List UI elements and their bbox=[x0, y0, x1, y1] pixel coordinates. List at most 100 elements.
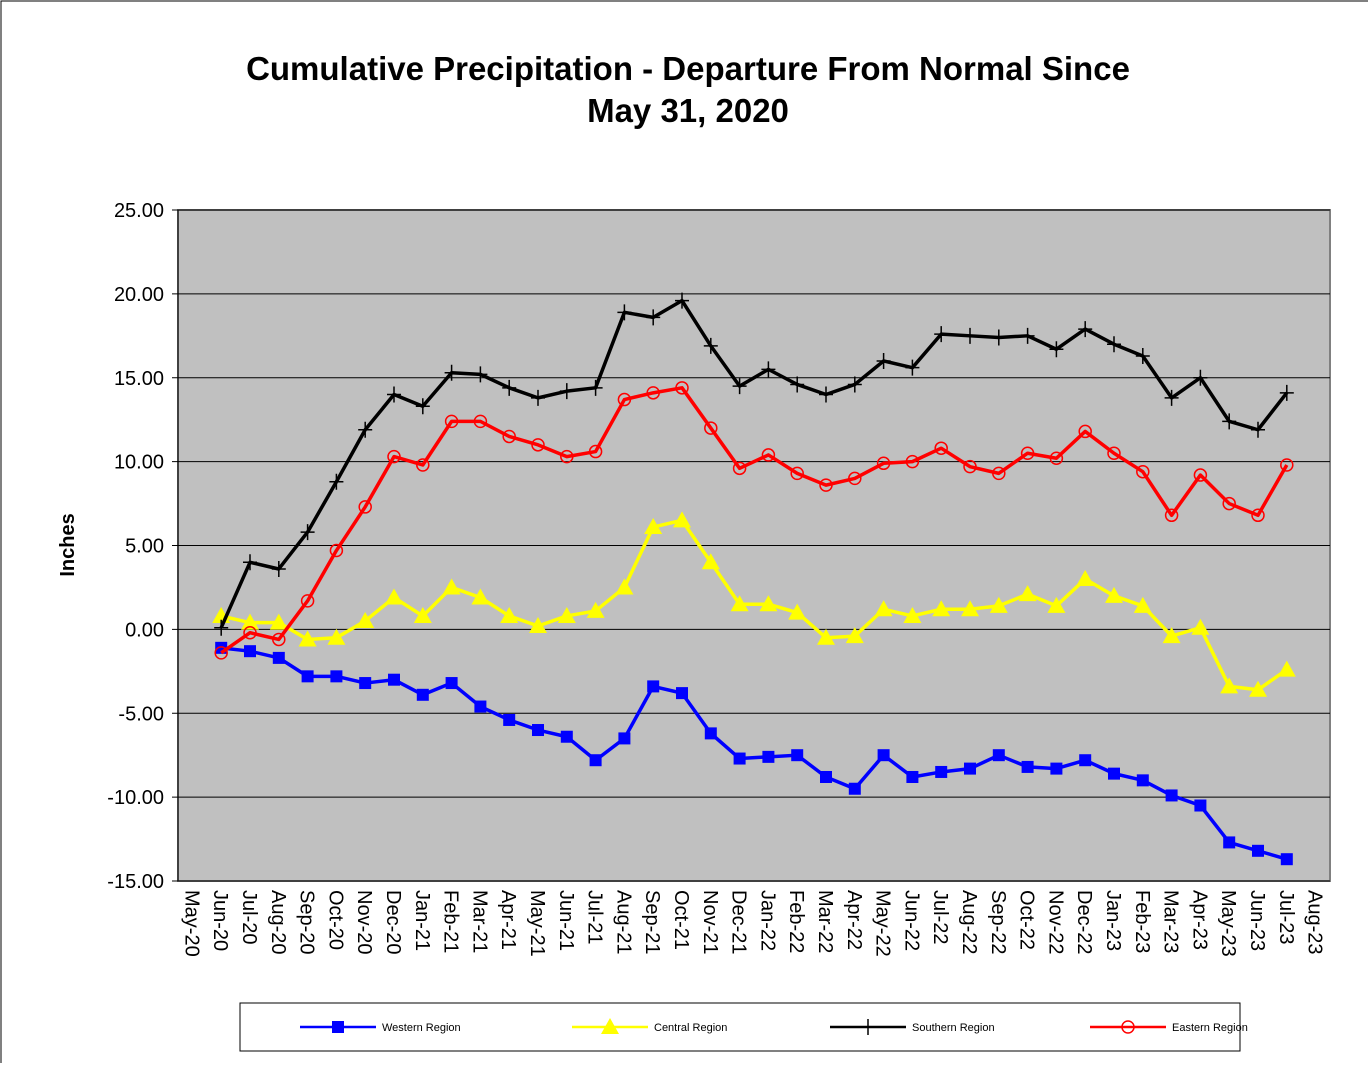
marker bbox=[243, 554, 257, 571]
x-tick-label: Aug-20 bbox=[267, 890, 289, 955]
x-tick-label: Nov-21 bbox=[699, 890, 721, 954]
x-tick-label: Dec-22 bbox=[1073, 890, 1095, 954]
marker bbox=[1107, 336, 1121, 353]
marker bbox=[416, 458, 430, 472]
marker bbox=[761, 448, 776, 462]
marker bbox=[445, 677, 458, 690]
marker bbox=[1020, 327, 1035, 344]
marker bbox=[1162, 627, 1181, 644]
marker bbox=[790, 376, 805, 393]
marker bbox=[271, 560, 286, 577]
y-tick-label: 15.00 bbox=[114, 368, 164, 390]
x-tick-label: May-21 bbox=[526, 890, 548, 957]
marker bbox=[732, 378, 747, 395]
series-line bbox=[219, 298, 1289, 629]
marker bbox=[1108, 767, 1120, 780]
marker bbox=[646, 309, 661, 326]
marker bbox=[932, 600, 951, 617]
marker bbox=[1220, 677, 1239, 694]
marker bbox=[644, 518, 663, 535]
marker bbox=[1078, 321, 1093, 338]
marker bbox=[791, 749, 804, 762]
x-tick-label: Oct-20 bbox=[324, 890, 346, 950]
marker bbox=[301, 670, 314, 683]
marker bbox=[934, 441, 948, 455]
marker bbox=[989, 596, 1008, 613]
marker bbox=[589, 754, 602, 767]
marker bbox=[557, 606, 576, 623]
marker bbox=[300, 524, 315, 541]
marker bbox=[588, 444, 603, 459]
marker bbox=[876, 456, 891, 471]
marker bbox=[817, 628, 835, 645]
legend-marker bbox=[601, 1018, 619, 1034]
marker bbox=[646, 386, 660, 400]
marker bbox=[1135, 347, 1150, 364]
x-tick-label: Jul-21 bbox=[584, 890, 606, 944]
marker bbox=[1107, 446, 1121, 460]
series bbox=[215, 641, 1293, 866]
marker bbox=[1164, 389, 1179, 406]
marker bbox=[559, 383, 574, 400]
marker bbox=[1193, 468, 1208, 482]
marker bbox=[1252, 844, 1264, 857]
marker bbox=[560, 449, 574, 464]
marker bbox=[617, 392, 632, 407]
series bbox=[212, 511, 1296, 697]
marker bbox=[502, 379, 517, 396]
marker bbox=[529, 617, 547, 634]
marker bbox=[761, 361, 776, 378]
y-tick-label: 25.00 bbox=[114, 200, 164, 222]
marker bbox=[330, 670, 343, 683]
marker bbox=[759, 595, 778, 612]
marker bbox=[413, 606, 432, 623]
x-tick-label: Jun-21 bbox=[555, 890, 577, 951]
x-tick-label: May-23 bbox=[1217, 890, 1239, 957]
y-tick-label: -10.00 bbox=[107, 787, 164, 809]
x-tick-label: Apr-22 bbox=[843, 890, 865, 950]
marker bbox=[992, 466, 1006, 481]
legend-marker bbox=[861, 1019, 875, 1035]
marker bbox=[1079, 754, 1092, 767]
x-tick-label: Sep-22 bbox=[987, 890, 1009, 955]
x-tick-label: May-20 bbox=[180, 890, 202, 957]
marker bbox=[819, 478, 833, 492]
x-tick-label: Jul-23 bbox=[1275, 890, 1297, 944]
marker bbox=[473, 414, 488, 429]
marker bbox=[1165, 789, 1178, 802]
marker bbox=[788, 603, 807, 620]
marker bbox=[1193, 369, 1208, 386]
x-tick-label: Aug-21 bbox=[612, 890, 634, 955]
chart-title: May 31, 2020 bbox=[587, 92, 789, 129]
marker bbox=[618, 732, 631, 745]
marker bbox=[358, 500, 372, 514]
marker bbox=[385, 588, 403, 605]
marker bbox=[703, 337, 718, 354]
marker bbox=[214, 619, 229, 636]
marker bbox=[586, 601, 605, 618]
marker bbox=[874, 600, 893, 617]
marker bbox=[444, 414, 459, 429]
marker bbox=[329, 543, 344, 558]
marker bbox=[1251, 508, 1265, 523]
legend-marker bbox=[332, 1021, 344, 1033]
marker bbox=[992, 749, 1005, 762]
marker bbox=[704, 421, 718, 435]
x-tick-label: May-22 bbox=[872, 890, 894, 957]
x-tick-label: Jun-20 bbox=[209, 890, 231, 951]
x-tick-label: Jan-23 bbox=[1102, 890, 1124, 951]
legend-label: Southern Region bbox=[912, 1022, 995, 1034]
legend-marker bbox=[1121, 1020, 1135, 1034]
marker bbox=[272, 651, 285, 664]
marker bbox=[1078, 424, 1092, 439]
marker bbox=[617, 304, 632, 321]
marker bbox=[442, 578, 461, 595]
marker bbox=[269, 613, 288, 630]
marker bbox=[762, 750, 775, 763]
marker bbox=[848, 782, 861, 795]
marker bbox=[1249, 680, 1267, 697]
marker bbox=[934, 326, 949, 343]
marker bbox=[1136, 774, 1149, 787]
y-axis-label: Inches bbox=[57, 513, 79, 576]
